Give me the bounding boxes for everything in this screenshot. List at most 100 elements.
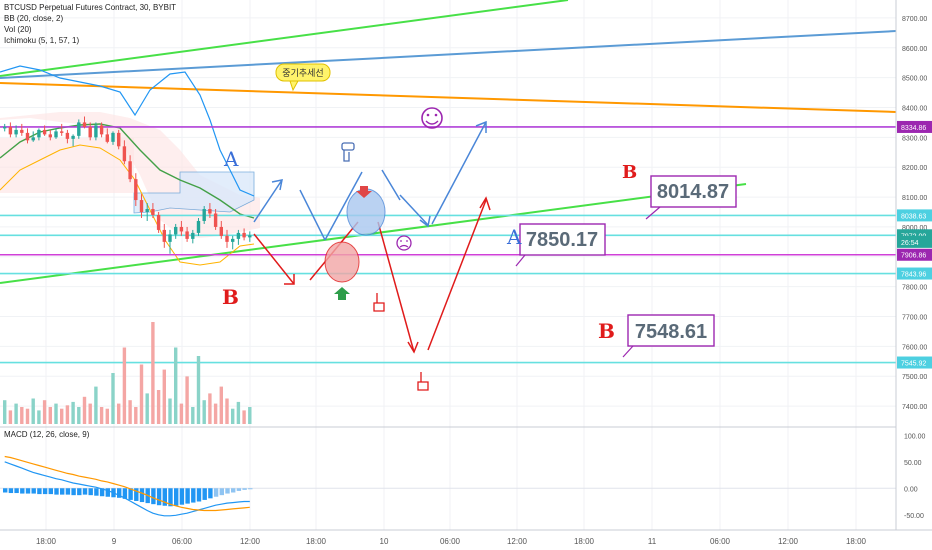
macd-hist-bar bbox=[242, 488, 247, 490]
volume-bar bbox=[82, 396, 87, 424]
price-box-label: 7850.17 bbox=[526, 229, 598, 251]
signal-line bbox=[4, 455, 250, 512]
green-trendline-upper[interactable] bbox=[0, 0, 569, 77]
candle-body bbox=[48, 134, 52, 138]
macd-hist-bar bbox=[139, 488, 145, 503]
volume-bar bbox=[88, 403, 92, 424]
time-tick-label: 12:00 bbox=[778, 537, 799, 546]
macd-hist-bar bbox=[20, 488, 25, 494]
macd-hist-bar bbox=[225, 488, 230, 494]
macd-pane bbox=[0, 455, 896, 517]
candle-body bbox=[134, 179, 138, 201]
hand-point-up-icon bbox=[373, 293, 385, 312]
time-tick-label: 11 bbox=[648, 537, 657, 546]
price-box-8014[interactable]: 8014.87 bbox=[645, 175, 737, 220]
volume-bar bbox=[196, 356, 201, 424]
volume-bar bbox=[117, 403, 121, 424]
macd-hist-bar bbox=[31, 488, 36, 494]
macd-hist-bar bbox=[82, 488, 88, 495]
candle-body bbox=[162, 229, 166, 242]
volume-bar bbox=[191, 407, 195, 424]
macd-hist-bar bbox=[196, 488, 202, 502]
volume-bar bbox=[111, 373, 115, 424]
macd-hist-bar bbox=[213, 488, 219, 497]
volume-bar bbox=[156, 390, 161, 424]
blue-path-6 bbox=[431, 121, 487, 225]
price-box-7548[interactable]: 7548.61 bbox=[622, 314, 715, 358]
indicator-bb[interactable]: BB (20, close, 2) bbox=[4, 14, 64, 23]
blue-arrowhead-6 bbox=[475, 120, 487, 133]
candle-body bbox=[37, 129, 41, 138]
volume-bar bbox=[225, 398, 229, 424]
volume-bar bbox=[185, 376, 189, 424]
macd-hist-bar bbox=[219, 488, 224, 496]
price-tick-label: 7700.00 bbox=[902, 315, 927, 322]
red-path-4 bbox=[427, 199, 487, 351]
candle-body bbox=[185, 231, 189, 239]
volume-bar bbox=[236, 401, 241, 424]
macd-hist-bar bbox=[208, 488, 213, 499]
candle-body bbox=[60, 131, 64, 133]
candle-body bbox=[179, 226, 184, 232]
macd-hist-bar bbox=[77, 488, 82, 496]
candle-body bbox=[99, 125, 104, 135]
price-tick-label: 8300.00 bbox=[902, 135, 927, 142]
indicator-vol[interactable]: Vol (20) bbox=[4, 25, 32, 34]
orange-trendline[interactable] bbox=[0, 82, 897, 113]
price-badges: 8334.868038.637972.0026:547906.867843.96… bbox=[897, 120, 932, 369]
volume-bar bbox=[219, 386, 223, 424]
volume-bar bbox=[248, 407, 252, 424]
pink-circle-marker[interactable] bbox=[324, 241, 360, 283]
time-axis[interactable]: 18:00 9 06:00 12:00 18:00 10 06:00 12:00 18:00 11… bbox=[36, 537, 867, 546]
macd-hist-bar bbox=[117, 488, 122, 498]
price-tick-label: 8000.00 bbox=[902, 225, 927, 232]
price-badge-label: 7843.96 bbox=[901, 272, 926, 279]
candle-body bbox=[168, 234, 172, 242]
candle-body bbox=[191, 232, 195, 239]
volume-bar bbox=[37, 410, 41, 424]
volume-bar bbox=[168, 398, 172, 424]
volume-bar bbox=[65, 405, 70, 424]
volume-bar bbox=[145, 393, 149, 424]
candle-body bbox=[145, 209, 149, 213]
blue-path-1 bbox=[253, 179, 283, 223]
macd-hist-bar bbox=[168, 488, 173, 507]
wave-label-b-2: B bbox=[622, 162, 637, 183]
macd-title[interactable]: MACD (12, 26, close, 9) bbox=[4, 430, 90, 439]
candle-body bbox=[20, 129, 24, 133]
price-tick-label: 8500.00 bbox=[902, 76, 927, 83]
price-badge-label: 8334.86 bbox=[901, 125, 926, 132]
annotation-arrows[interactable] bbox=[253, 120, 491, 354]
macd-tick-label: 100.00 bbox=[904, 433, 926, 440]
volume-bar bbox=[179, 403, 184, 424]
price-tick-label: 8400.00 bbox=[902, 105, 927, 112]
time-tick-label: 18:00 bbox=[36, 537, 57, 546]
volume-bar bbox=[77, 407, 81, 424]
volume-bar bbox=[20, 407, 24, 424]
price-box-7850[interactable]: 7850.17 bbox=[515, 223, 606, 267]
price-badge bbox=[897, 235, 932, 248]
candle-body bbox=[236, 232, 241, 239]
macd-hist-bar bbox=[48, 488, 53, 495]
macd-hist-bar bbox=[60, 488, 65, 495]
macd-hist-bar bbox=[105, 488, 110, 497]
hand-point-down-icon bbox=[341, 142, 355, 162]
price-tick-label: 7600.00 bbox=[902, 344, 927, 351]
macd-hist-bar bbox=[122, 488, 128, 499]
macd-hist-bar bbox=[134, 488, 139, 501]
indicator-ichimoku[interactable]: Ichimoku (5, 1, 57, 1) bbox=[4, 36, 80, 45]
trend-label-bubble[interactable]: 중기추세선 bbox=[275, 63, 331, 92]
price-badge bbox=[897, 248, 932, 261]
candle-body bbox=[213, 213, 218, 227]
horizontal-levels bbox=[0, 126, 896, 364]
price-tick-label: 8700.00 bbox=[902, 16, 927, 23]
candle-body bbox=[208, 209, 212, 214]
price-axis[interactable] bbox=[896, 0, 932, 530]
macd-hist-bar bbox=[65, 488, 71, 495]
volume-bar bbox=[128, 400, 132, 424]
red-path-1 bbox=[253, 233, 295, 285]
blue-trendline[interactable] bbox=[0, 30, 897, 79]
blue-path-4 bbox=[381, 169, 401, 201]
ichimoku-cloud-box bbox=[0, 138, 134, 193]
